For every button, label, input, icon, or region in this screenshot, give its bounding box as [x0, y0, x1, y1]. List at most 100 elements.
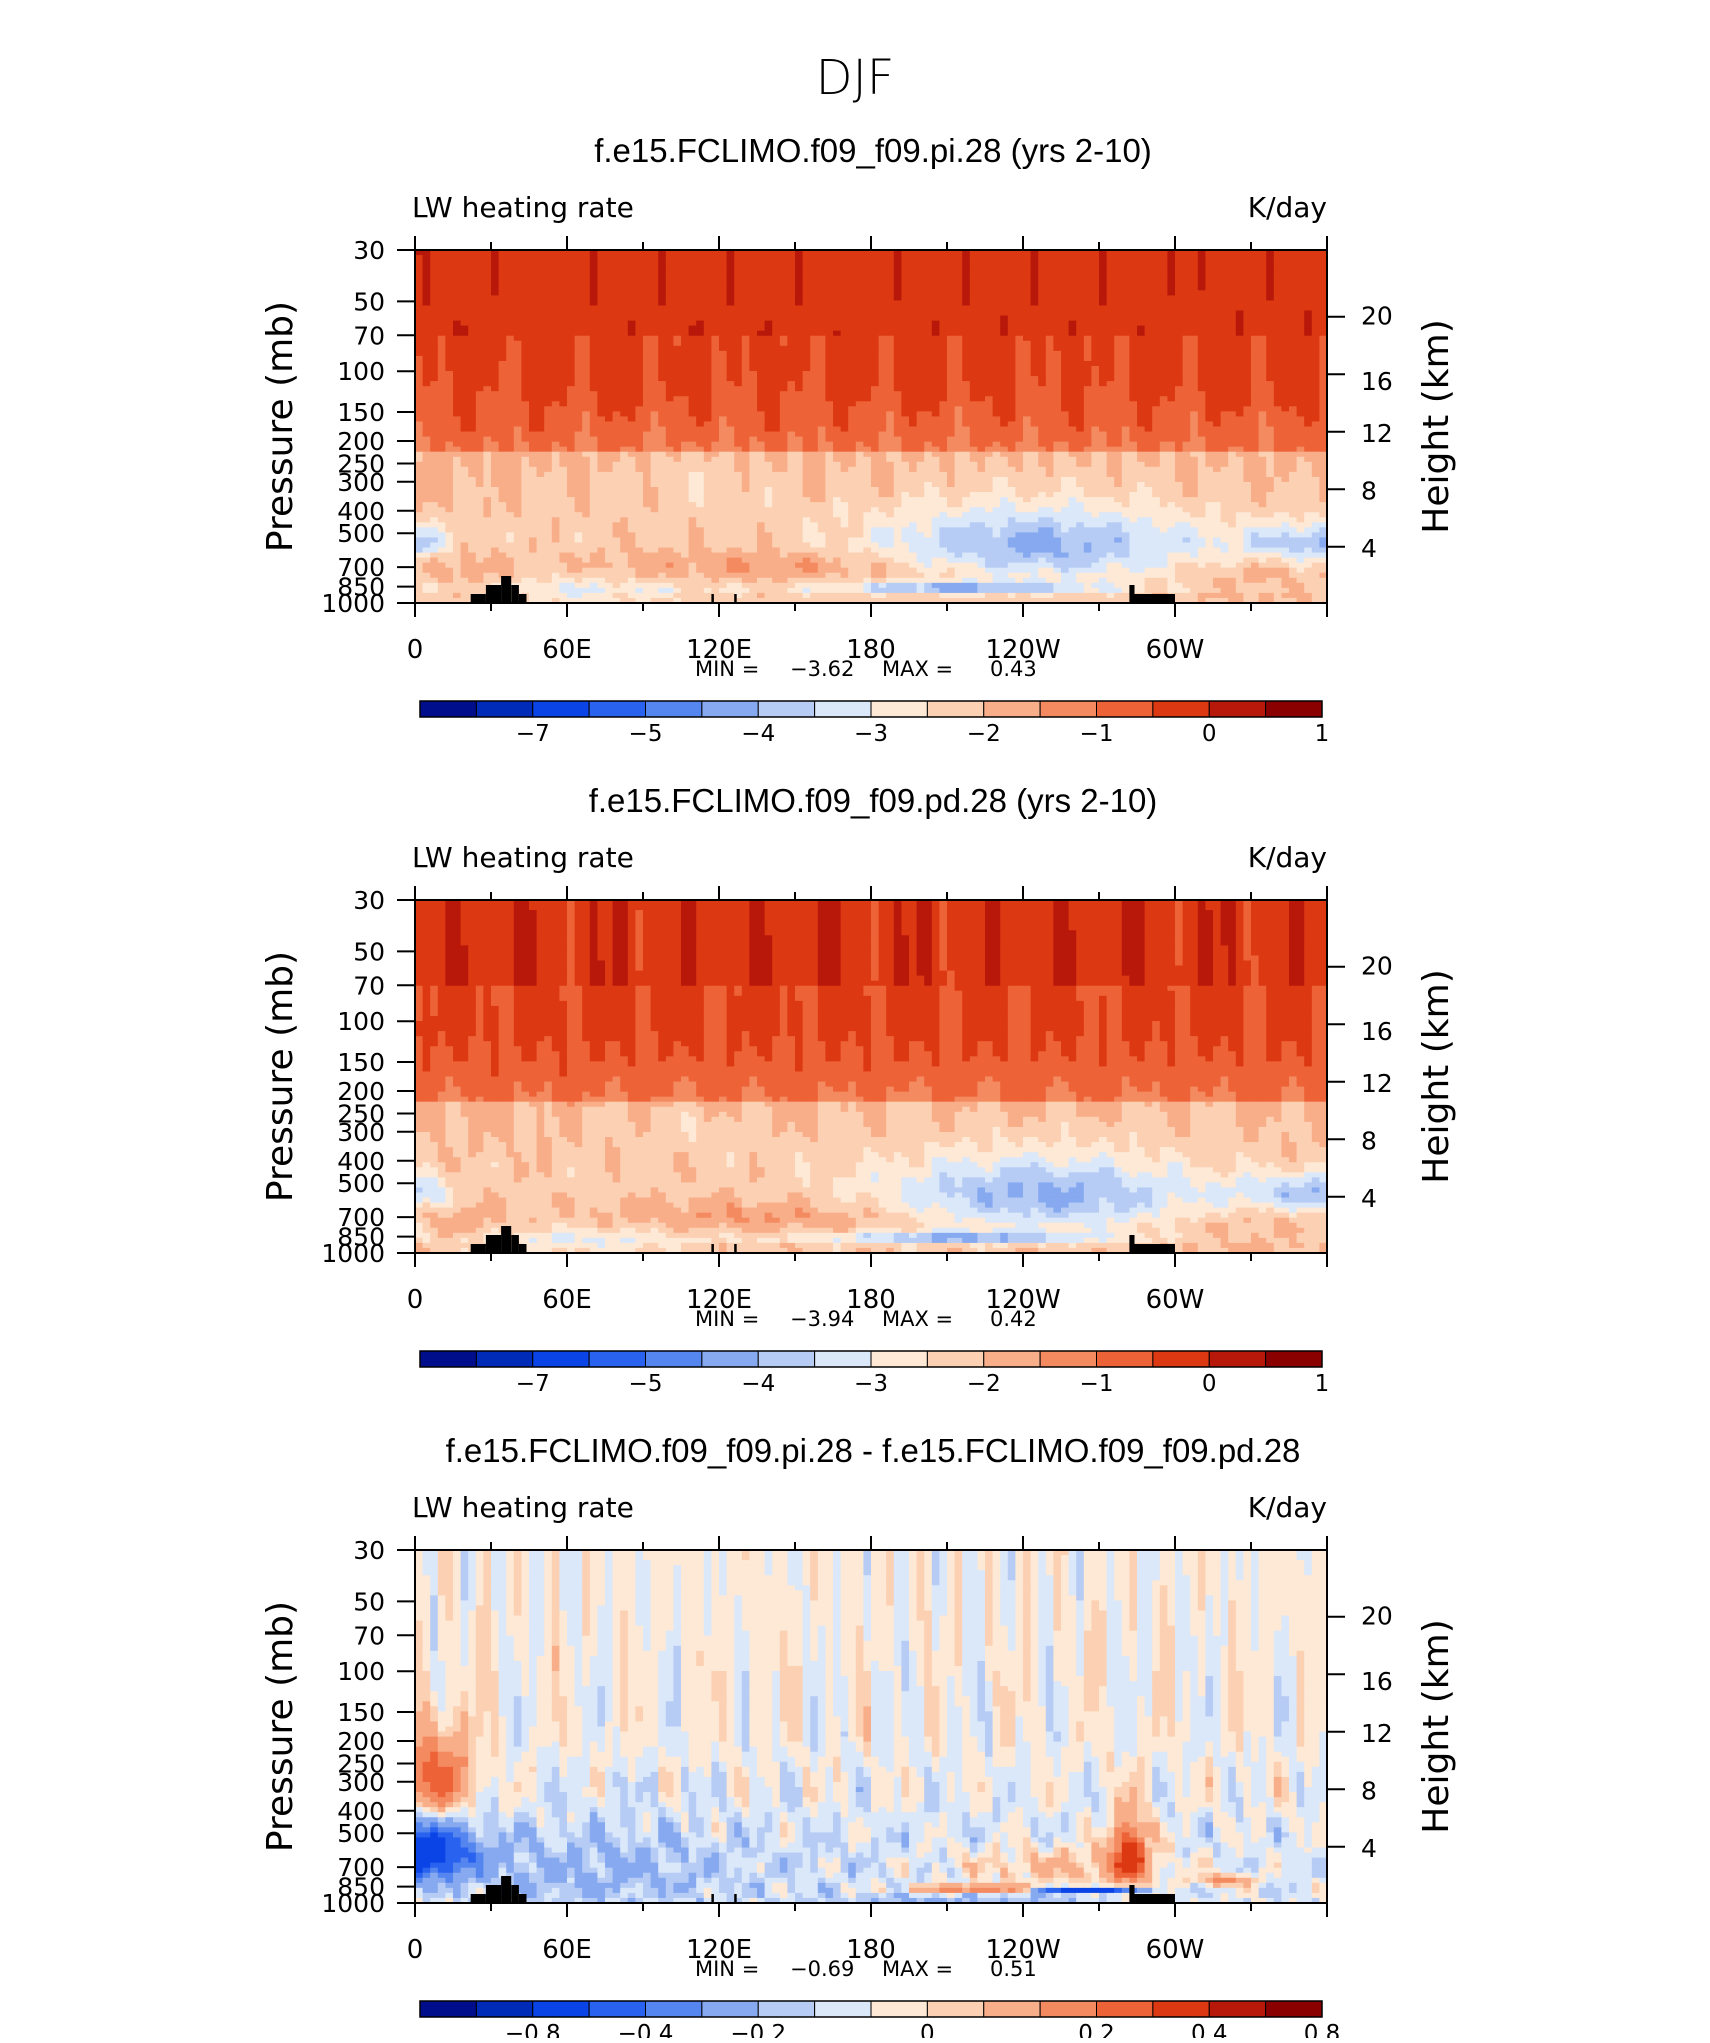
field-cell [445, 365, 454, 372]
field-cell [787, 290, 796, 296]
field-cell [795, 280, 804, 286]
field-cell [1281, 350, 1290, 357]
field-cell [1129, 386, 1138, 392]
field-cell [1015, 411, 1024, 418]
field-cell [1182, 381, 1191, 387]
field-cell [574, 300, 583, 307]
field-cell [612, 406, 621, 412]
field-cell [551, 260, 560, 266]
field-cell [1213, 411, 1222, 418]
field-cell [1121, 275, 1130, 281]
field-cell [962, 340, 971, 347]
field-cell [1015, 315, 1024, 322]
field-cell [1015, 421, 1024, 428]
field-cell [1007, 386, 1016, 392]
field-cell [536, 280, 545, 286]
field-cell [1091, 451, 1100, 458]
field-cell [437, 320, 446, 327]
field-cell [658, 431, 667, 438]
field-cell [1243, 300, 1252, 307]
field-cell [529, 436, 538, 443]
field-cell [840, 345, 849, 352]
field-cell [1076, 426, 1085, 433]
field-cell [491, 426, 500, 433]
field-cell [1083, 280, 1092, 286]
field-cell [1091, 320, 1100, 327]
field-cell [924, 456, 933, 463]
field-cell [802, 350, 811, 357]
field-cell [529, 330, 538, 337]
field-cell [612, 310, 621, 317]
field-cell [1121, 280, 1130, 286]
field-cell [1015, 255, 1024, 261]
field-cell [1091, 280, 1100, 286]
field-cell [1144, 431, 1153, 438]
field-cell [901, 255, 910, 261]
field-cell [711, 350, 720, 357]
field-cell [1000, 285, 1009, 291]
field-cell [1129, 325, 1138, 332]
field-cell [437, 431, 446, 438]
field-cell [939, 325, 948, 332]
field-cell [703, 250, 712, 256]
field-cell [422, 431, 431, 438]
field-cell [1319, 255, 1328, 261]
field-cell [582, 290, 591, 296]
field-cell [817, 305, 826, 312]
field-cell [1091, 305, 1100, 312]
field-cell [817, 396, 826, 402]
field-cell [612, 295, 621, 302]
field-cell [453, 436, 462, 443]
field-cell [848, 421, 857, 428]
field-cell [551, 446, 560, 453]
field-cell [673, 365, 682, 372]
field-cell [734, 426, 743, 433]
field-cell [1099, 416, 1108, 423]
field-cell [1205, 411, 1214, 418]
field-cell [627, 280, 636, 286]
field-cell [612, 441, 621, 448]
field-cell [1083, 300, 1092, 307]
field-cell [513, 305, 522, 312]
field-cell [529, 280, 538, 286]
field-cell [757, 446, 766, 453]
field-cell [741, 310, 750, 317]
field-cell [893, 371, 902, 377]
field-cell [415, 416, 424, 423]
field-cell [726, 270, 735, 276]
field-cell [1091, 391, 1100, 397]
field-cell [498, 285, 507, 291]
field-cell [437, 265, 446, 271]
field-cell [483, 325, 492, 332]
field-cell [650, 305, 659, 312]
field-cell [1197, 436, 1206, 443]
field-cell [430, 396, 439, 402]
field-cell [810, 441, 819, 448]
field-cell [1182, 421, 1191, 428]
field-cell [916, 451, 925, 458]
field-cell [916, 310, 925, 317]
field-cell [1152, 250, 1161, 256]
field-cell [1091, 315, 1100, 322]
field-cell [1045, 310, 1054, 317]
field-cell [1228, 451, 1237, 458]
field-cell [825, 255, 834, 261]
field-cell [954, 386, 963, 392]
field-cell [491, 401, 500, 407]
field-cell [1068, 330, 1077, 337]
field-cell [916, 280, 925, 286]
field-cell [1045, 376, 1054, 382]
field-cell [437, 365, 446, 372]
field-cell [1281, 436, 1290, 443]
field-cell [460, 436, 469, 443]
field-cell [551, 280, 560, 286]
field-cell [734, 250, 743, 256]
field-cell [536, 436, 545, 443]
field-cell [1228, 340, 1237, 347]
field-cell [749, 360, 758, 367]
field-cell [627, 355, 636, 362]
field-cell [1182, 436, 1191, 443]
field-cell [947, 431, 956, 438]
field-cell [711, 340, 720, 347]
field-cell [1121, 315, 1130, 322]
